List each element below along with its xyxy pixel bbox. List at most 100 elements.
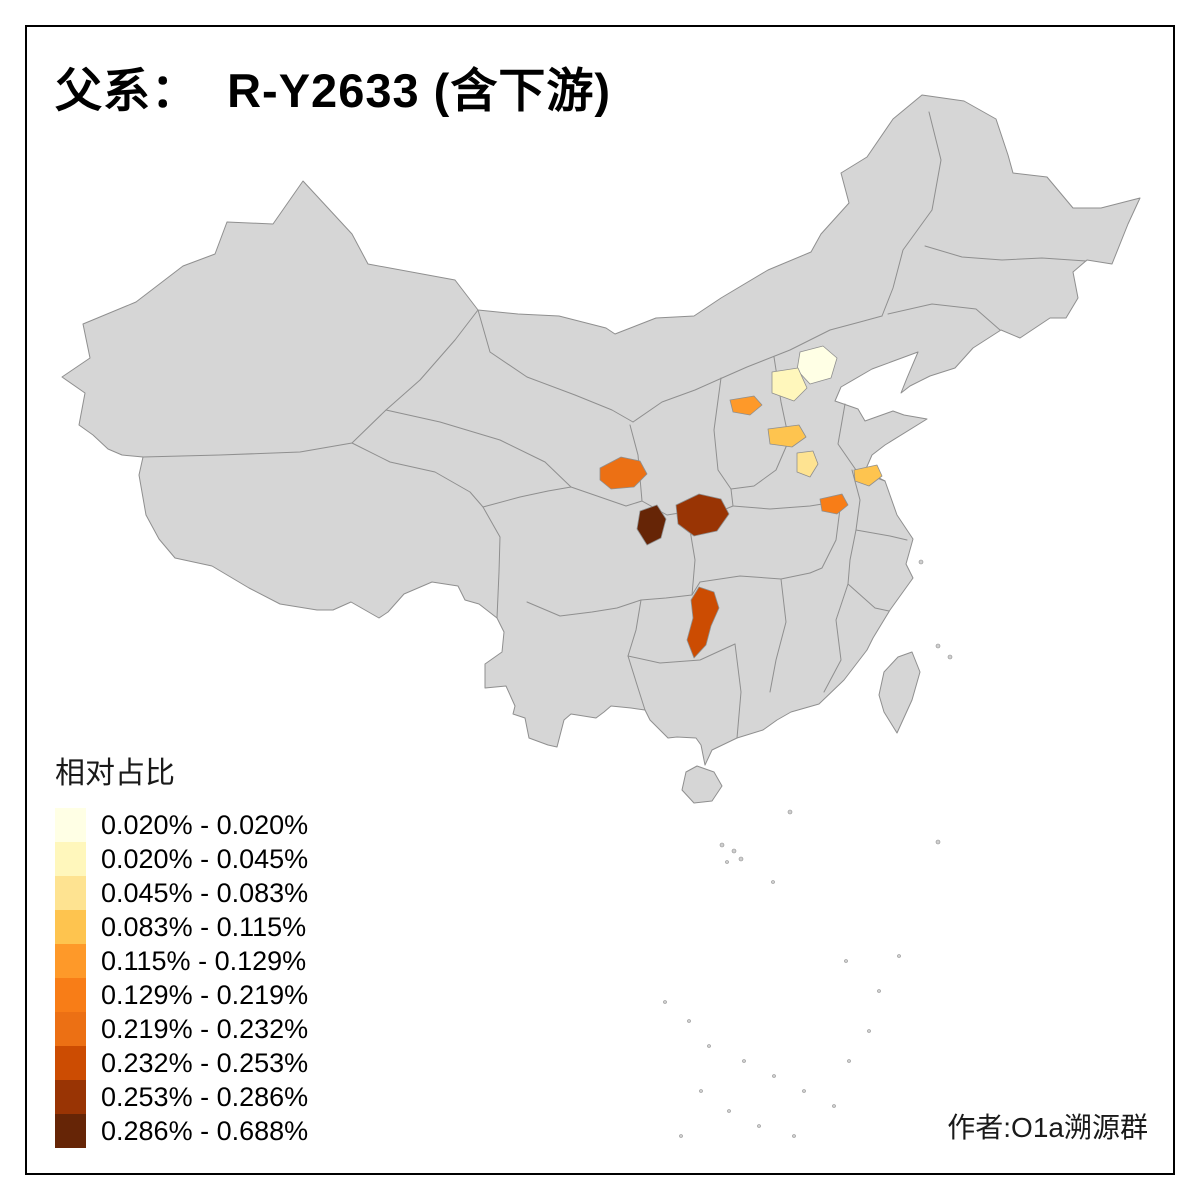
island-dot xyxy=(935,839,941,845)
island-dot xyxy=(731,848,737,854)
highlighted-region-8 xyxy=(599,456,648,490)
highlighted-region-6 xyxy=(853,464,883,487)
island-dot xyxy=(867,1029,871,1033)
province-border-line xyxy=(691,581,701,596)
legend-swatch xyxy=(55,1046,86,1080)
author-caption: 作者:O1a溯源群 xyxy=(947,1112,1148,1143)
legend-label: 0.115% - 0.129% xyxy=(101,945,307,976)
legend-label: 0.253% - 0.286% xyxy=(101,1081,309,1112)
province-border-line xyxy=(887,303,1001,331)
legend-row: 0.219% - 0.232% xyxy=(55,1012,308,1046)
legend: 相对占比 0.020% - 0.020% 0.020% - 0.045% 0.0… xyxy=(55,748,308,1148)
legend-row: 0.232% - 0.253% xyxy=(55,1046,308,1080)
island-dot xyxy=(918,559,924,565)
province-border-line xyxy=(924,245,1087,262)
taiwan-island xyxy=(878,651,921,734)
highlighted-region-7 xyxy=(819,493,849,515)
province-border-line xyxy=(482,506,501,619)
legend-label: 0.286% - 0.688% xyxy=(101,1115,309,1146)
legend-row: 0.020% - 0.045% xyxy=(55,842,308,876)
highlighted-region-9 xyxy=(636,504,667,546)
legend-row: 0.286% - 0.688% xyxy=(55,1114,308,1148)
province-border-line xyxy=(632,315,883,423)
legend-swatch xyxy=(55,1012,86,1046)
hainan-island xyxy=(681,765,723,804)
island-dot xyxy=(719,842,725,848)
legend-swatch xyxy=(55,1114,86,1148)
province-border-line xyxy=(723,643,736,650)
province-border-line xyxy=(713,377,732,490)
legend-swatch xyxy=(55,808,86,842)
province-border-line xyxy=(627,599,725,664)
province-border-line xyxy=(734,643,742,739)
island-dot xyxy=(679,1134,683,1138)
province-border-line xyxy=(730,488,842,510)
island-dot xyxy=(787,809,793,815)
legend-row: 0.045% - 0.083% xyxy=(55,876,308,910)
island-dot xyxy=(707,1044,711,1048)
island-dot xyxy=(757,1124,761,1128)
legend-label: 0.083% - 0.115% xyxy=(101,911,307,942)
province-border-line xyxy=(351,442,484,508)
province-border-line xyxy=(477,309,634,423)
highlighted-region-11 xyxy=(686,586,720,659)
province-border-line xyxy=(629,424,643,502)
legend-swatch xyxy=(55,944,86,978)
island-dot xyxy=(663,1000,667,1004)
province-border-line xyxy=(351,309,479,444)
island-dot xyxy=(877,989,881,993)
province-border-line xyxy=(769,578,787,693)
island-dot xyxy=(687,1019,691,1023)
island-dot xyxy=(897,954,901,958)
island-dot xyxy=(847,1059,851,1063)
legend-title: 相对占比 xyxy=(55,757,175,790)
province-border-line xyxy=(823,583,849,693)
highlighted-region-2 xyxy=(771,367,808,402)
highlighted-region-5 xyxy=(796,450,819,478)
island-dot xyxy=(947,654,953,660)
highlighted-region-10 xyxy=(675,493,730,537)
legend-row: 0.253% - 0.286% xyxy=(55,1080,308,1114)
legend-label: 0.020% - 0.045% xyxy=(101,843,309,874)
province-border-line xyxy=(482,486,572,508)
island-dot xyxy=(725,860,729,864)
legend-row: 0.083% - 0.115% xyxy=(55,910,308,944)
island-dot xyxy=(742,1059,746,1063)
legend-swatch xyxy=(55,978,86,1012)
island-dot xyxy=(832,1104,836,1108)
island-dot xyxy=(727,1109,731,1113)
province-border-line xyxy=(809,500,842,574)
small-islands xyxy=(663,559,953,1138)
island-dot xyxy=(792,1134,796,1138)
highlighted-region-3 xyxy=(729,395,763,416)
legend-label: 0.219% - 0.232% xyxy=(101,1013,309,1044)
island-dot xyxy=(771,880,775,884)
province-border-line xyxy=(526,594,693,617)
province-border-line xyxy=(699,572,811,583)
island-dot xyxy=(935,643,941,649)
legend-swatch xyxy=(55,842,86,876)
legend-swatch xyxy=(55,876,86,910)
legend-swatch xyxy=(55,910,86,944)
china-mainland xyxy=(61,94,1141,766)
legend-label: 0.020% - 0.020% xyxy=(101,809,309,840)
province-border-line xyxy=(847,529,890,612)
island-dot xyxy=(738,856,744,862)
province-border-line xyxy=(385,409,572,488)
island-dot xyxy=(699,1089,703,1093)
province-borders xyxy=(142,111,1087,739)
legend-label: 0.045% - 0.083% xyxy=(101,877,309,908)
island-dot xyxy=(772,1074,776,1078)
island-dot xyxy=(802,1089,806,1093)
legend-row: 0.020% - 0.020% xyxy=(55,808,308,842)
legend-label: 0.232% - 0.253% xyxy=(101,1047,309,1078)
legend-swatch xyxy=(55,1080,86,1114)
legend-row: 0.129% - 0.219% xyxy=(55,978,308,1012)
province-border-line xyxy=(142,442,353,458)
legend-row: 0.115% - 0.129% xyxy=(55,944,308,978)
legend-label: 0.129% - 0.219% xyxy=(101,979,309,1010)
highlighted-region-4 xyxy=(767,424,807,448)
province-border-line xyxy=(881,111,942,317)
